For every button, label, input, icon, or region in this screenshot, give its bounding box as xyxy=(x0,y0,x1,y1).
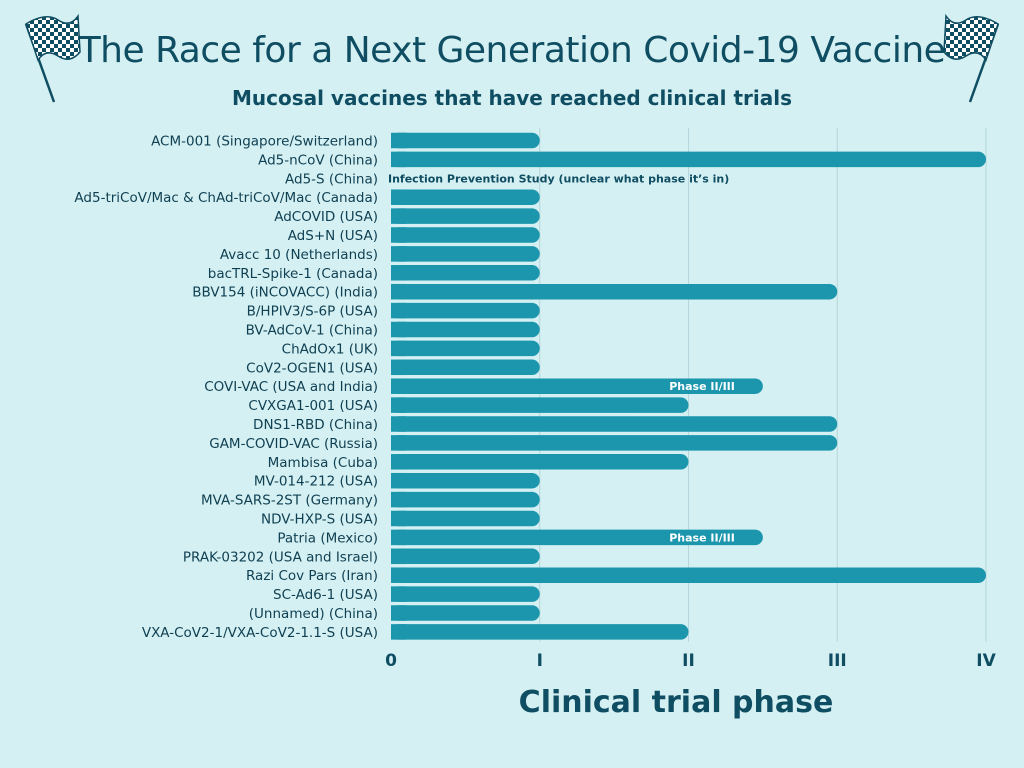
bar-left-cap xyxy=(391,454,407,470)
category-label: VXA-CoV2-1/VXA-CoV2-1.1-S (USA) xyxy=(142,625,378,641)
bar xyxy=(391,227,540,243)
bar-left-cap xyxy=(391,265,407,281)
category-label: (Unnamed) (China) xyxy=(249,606,378,622)
bar xyxy=(391,302,540,319)
category-label: Ad5-nCoV (China) xyxy=(258,152,378,168)
bar-left-cap xyxy=(391,567,407,583)
bar xyxy=(391,189,540,205)
category-label: CVXGA1-001 (USA) xyxy=(248,398,378,414)
bar-left-cap xyxy=(391,283,407,300)
bar xyxy=(391,454,689,470)
bar xyxy=(391,416,838,432)
bar xyxy=(391,624,689,640)
bar xyxy=(391,397,689,413)
category-label: ChAdOx1 (UK) xyxy=(282,341,378,357)
bar xyxy=(391,605,540,621)
bar xyxy=(391,246,540,262)
category-label: BV-AdCoV-1 (China) xyxy=(246,323,378,339)
bar-left-cap xyxy=(391,227,407,243)
bar-left-cap xyxy=(391,548,407,565)
category-label: CoV2-OGEN1 (USA) xyxy=(246,360,378,376)
bar-left-cap xyxy=(391,132,407,149)
bar xyxy=(391,340,540,357)
bar-left-cap xyxy=(391,340,407,357)
x-tick-label: I xyxy=(537,651,543,671)
checkered-flag-icon xyxy=(943,13,1000,103)
bar-left-cap xyxy=(391,246,407,262)
bar xyxy=(391,491,540,508)
category-label: SC-Ad6-1 (USA) xyxy=(273,587,378,603)
bar-left-cap xyxy=(391,321,407,338)
page-title: The Race for a Next Generation Covid-19 … xyxy=(78,30,946,71)
bar xyxy=(391,529,763,546)
category-label: COVI-VAC (USA and India) xyxy=(204,379,378,395)
category-label: DNS1-RBD (China) xyxy=(253,417,378,433)
category-label: Ad5-S (China) xyxy=(285,171,378,187)
category-label: MV-014-212 (USA) xyxy=(254,474,378,490)
category-label: MVA-SARS-2ST (Germany) xyxy=(201,493,378,509)
bar xyxy=(391,321,540,338)
bar xyxy=(391,567,986,583)
bar-left-cap xyxy=(391,397,407,413)
category-label: Razi Cov Pars (Iran) xyxy=(246,568,378,584)
bar xyxy=(391,586,540,602)
x-tick-label: IV xyxy=(976,651,996,671)
bar xyxy=(391,151,986,168)
bar xyxy=(391,548,540,565)
bar-annotation: Infection Prevention Study (unclear what… xyxy=(388,172,729,185)
bar xyxy=(391,435,838,451)
bar-left-cap xyxy=(391,529,407,546)
category-label: BBV154 (iNCOVACC) (India) xyxy=(192,285,378,301)
category-label: AdCOVID (USA) xyxy=(274,209,378,225)
bar-left-cap xyxy=(391,624,407,640)
x-tick-label: II xyxy=(682,651,695,671)
category-label: B/HPIV3/S-6P (USA) xyxy=(247,304,378,320)
bar xyxy=(391,359,540,376)
bar-left-cap xyxy=(391,605,407,621)
category-label: NDV-HXP-S (USA) xyxy=(261,512,378,528)
x-tick-label: 0 xyxy=(385,651,397,671)
bar xyxy=(391,283,838,300)
page-subtitle: Mucosal vaccines that have reached clini… xyxy=(231,86,793,110)
bar-left-cap xyxy=(391,416,407,432)
category-label: Mambisa (Cuba) xyxy=(268,455,378,471)
x-axis-title: Clinical trial phase xyxy=(519,685,834,720)
category-label: Ad5-triCoV/Mac & ChAd-triCoV/Mac (Canada… xyxy=(74,190,378,206)
bar-annotation: Phase II/III xyxy=(669,380,735,393)
bar-annotation: Phase II/III xyxy=(669,531,735,544)
bar-left-cap xyxy=(391,208,407,224)
bar xyxy=(391,472,540,489)
bar-left-cap xyxy=(391,435,407,451)
category-label: ACM-001 (Singapore/Switzerland) xyxy=(151,134,378,150)
bar-left-cap xyxy=(391,472,407,489)
bar xyxy=(391,378,763,394)
bar-left-cap xyxy=(391,302,407,319)
bar-left-cap xyxy=(391,510,407,527)
category-label: Avacc 10 (Netherlands) xyxy=(220,247,378,263)
bar xyxy=(391,265,540,281)
bar xyxy=(391,208,540,224)
category-label: Patria (Mexico) xyxy=(277,530,378,546)
checkered-flag-icon xyxy=(24,13,81,103)
category-label: AdS+N (USA) xyxy=(288,228,378,244)
bar-left-cap xyxy=(391,189,407,205)
category-label: GAM-COVID-VAC (Russia) xyxy=(209,436,378,452)
category-label: PRAK-03202 (USA and Israel) xyxy=(183,549,378,565)
x-tick-label: III xyxy=(828,651,847,671)
bar xyxy=(391,510,540,527)
bar-left-cap xyxy=(391,491,407,508)
bar-left-cap xyxy=(391,586,407,602)
bar-left-cap xyxy=(391,378,407,394)
category-label: bacTRL-Spike-1 (Canada) xyxy=(208,266,378,282)
bar-left-cap xyxy=(391,151,407,168)
bar-left-cap xyxy=(391,359,407,376)
bar xyxy=(391,132,540,149)
